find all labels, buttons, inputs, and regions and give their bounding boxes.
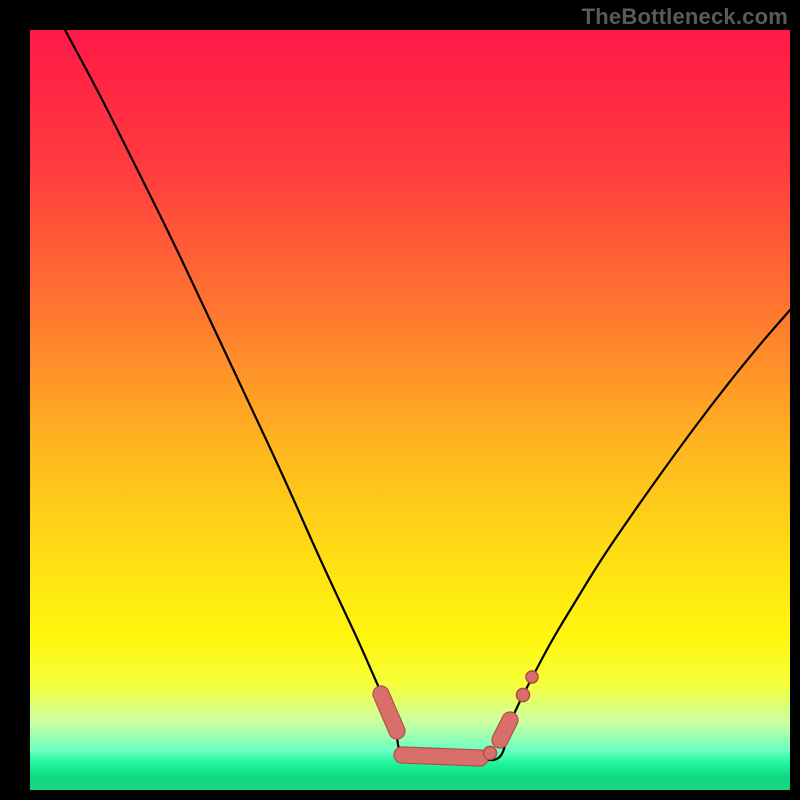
watermark-text: TheBottleneck.com [582, 4, 788, 30]
bottleneck-chart-svg [0, 0, 800, 800]
image-frame: TheBottleneck.com [0, 0, 800, 800]
